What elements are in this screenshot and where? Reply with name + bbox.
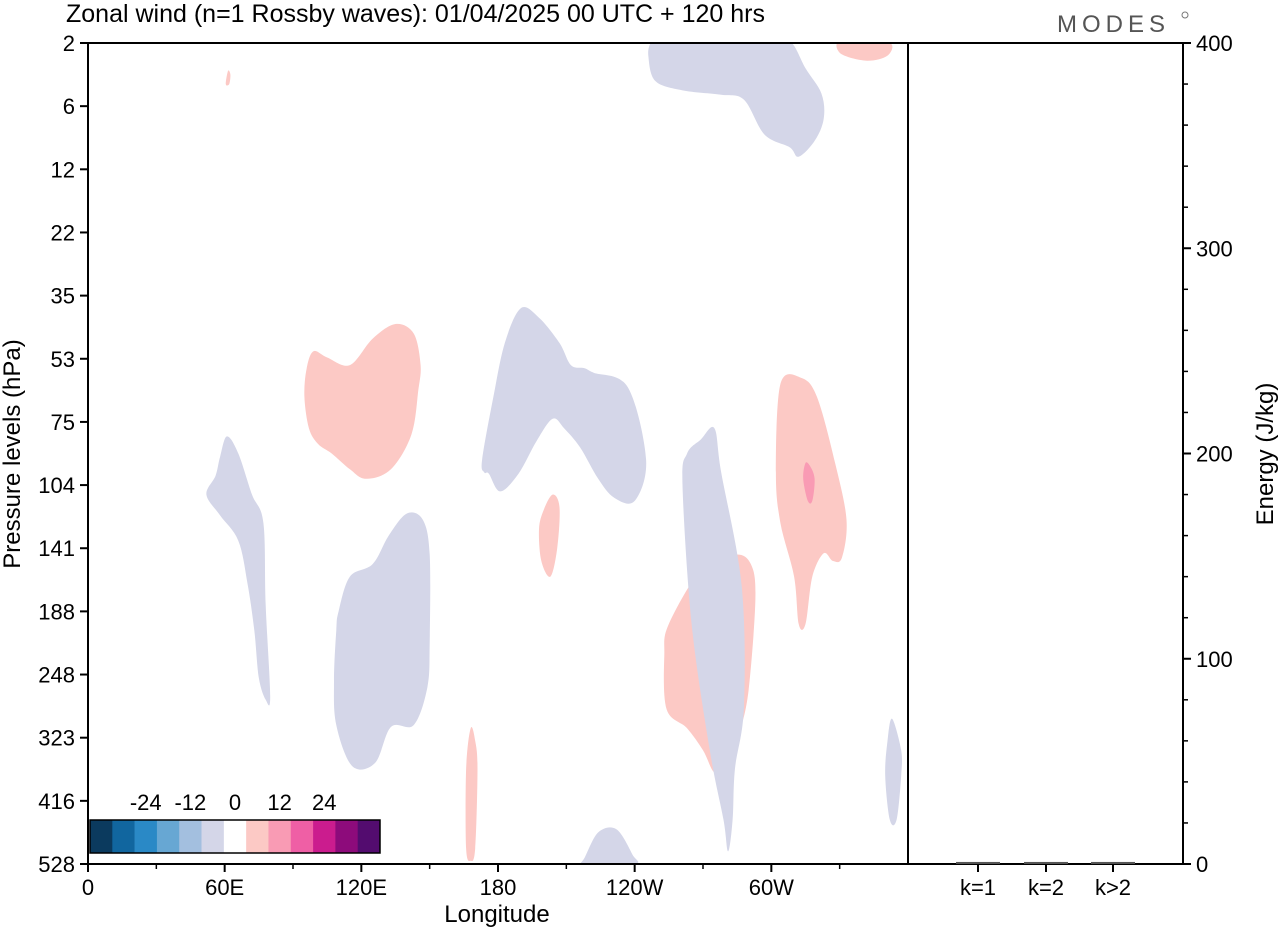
positive-wind-contour — [465, 727, 478, 861]
colorbar-swatch — [112, 820, 135, 853]
colorbar-tick-label: -24 — [130, 790, 162, 815]
contour-group — [206, 43, 903, 864]
y2-tick-label: 100 — [1196, 647, 1233, 672]
contour-layer — [88, 43, 908, 864]
y-tick-label: 104 — [38, 473, 75, 498]
energy-bar — [1024, 861, 1068, 864]
registered-mark-icon — [1181, 11, 1189, 19]
y-tick-label: 75 — [51, 410, 75, 435]
colorbar-tick-label: 12 — [267, 790, 291, 815]
y-axis-label: Pressure levels (hPa) — [0, 339, 26, 568]
x-tick-label: 0 — [82, 875, 94, 900]
colorbar-tick-label: 24 — [312, 790, 336, 815]
colorbar-swatch — [268, 820, 292, 853]
colorbar-tick-label: 0 — [229, 790, 241, 815]
y-tick-label: 528 — [38, 852, 75, 877]
colorbar-swatch — [179, 820, 202, 853]
y-tick-label: 248 — [38, 663, 75, 688]
energy-panel: k=1 k=2 k>2 — [956, 861, 1135, 900]
y2-tick-label: 0 — [1196, 852, 1208, 877]
y-tick-label: 53 — [51, 347, 75, 372]
negative-wind-contour — [580, 827, 639, 864]
x-axis-label: Longitude — [444, 901, 549, 928]
negative-wind-contour — [206, 436, 271, 706]
x-tick-label: 120E — [336, 875, 387, 900]
positive-wind-contour — [304, 323, 421, 479]
chart-title: Zonal wind (n=1 Rossby waves): 01/04/202… — [66, 0, 765, 28]
negative-wind-contour — [682, 426, 745, 852]
colorbar-swatch — [134, 820, 158, 853]
colorbar-swatch — [223, 820, 247, 853]
y-tick-label: 416 — [38, 789, 75, 814]
positive-wind-contour — [538, 494, 560, 577]
energy-bar — [1091, 861, 1135, 864]
colorbar-swatch — [335, 820, 358, 853]
energy-category-label: k=2 — [1028, 875, 1064, 900]
y-tick-label: 2 — [63, 31, 75, 56]
x-tick-label: 120W — [606, 875, 664, 900]
energy-category-label: k=1 — [960, 875, 996, 900]
x-tick-label: 60W — [749, 875, 794, 900]
x-tick-label: 180 — [480, 875, 517, 900]
y-tick-label: 6 — [63, 94, 75, 119]
y-tick-label: 141 — [38, 536, 75, 561]
colorbar-tick-label: -12 — [174, 790, 206, 815]
colorbar: -24 -12 0 12 24 — [89, 790, 381, 854]
colorbar-swatch — [156, 820, 180, 853]
y2-tick-label: 400 — [1196, 31, 1233, 56]
colorbar-swatch — [357, 820, 381, 853]
y-tick-label: 323 — [38, 726, 75, 751]
positive-wind-contour — [836, 43, 893, 61]
colorbar-swatch — [313, 820, 336, 853]
negative-wind-contour — [648, 43, 825, 157]
x-tick-label: 60E — [205, 875, 244, 900]
y-tick-label: 188 — [38, 599, 75, 624]
energy-category-label: k>2 — [1095, 875, 1131, 900]
positive-wind-contour — [803, 462, 815, 504]
y2-axis-label: Energy (J/kg) — [1252, 383, 1279, 526]
negative-wind-contour — [885, 718, 903, 826]
negative-wind-contour — [481, 307, 647, 504]
colorbar-frame — [89, 819, 381, 854]
y2-tick-label: 300 — [1196, 236, 1233, 261]
y-tick-label: 12 — [51, 157, 75, 182]
positive-wind-contour — [225, 70, 231, 86]
y-tick-label: 35 — [51, 284, 75, 309]
y-tick-label: 22 — [51, 220, 75, 245]
energy-bar — [956, 861, 1000, 864]
colorbar-swatch — [201, 820, 225, 853]
colorbar-swatch — [246, 820, 269, 853]
y2-tick-label: 200 — [1196, 442, 1233, 467]
colorbar-swatch — [90, 820, 113, 853]
modes-logo: MODES — [1057, 11, 1170, 38]
negative-wind-contour — [333, 512, 431, 770]
colorbar-swatch — [290, 820, 314, 853]
